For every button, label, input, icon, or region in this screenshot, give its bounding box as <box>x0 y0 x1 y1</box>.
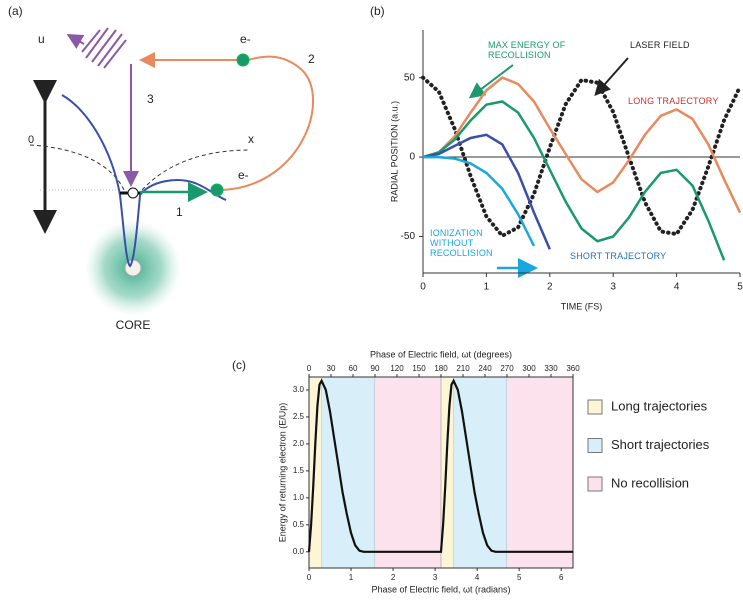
y-tick-label: 50 <box>404 72 416 83</box>
series-label: SHORT TRAJECTORY <box>570 251 667 261</box>
legend-label: Short trajectories <box>611 437 710 452</box>
y-tick-label: 3.0 <box>293 385 305 394</box>
region-band <box>507 377 573 568</box>
x-tick-label: 1 <box>484 282 490 293</box>
y-tick-label: 2.5 <box>293 412 305 421</box>
x-axis-label: TIME (FS) <box>561 301 603 311</box>
step-label: 1 <box>176 205 183 219</box>
axis-x: x <box>248 132 254 146</box>
x2-tick-label: 360 <box>566 364 580 373</box>
diagram: (a) u 0 x e- e- 1 2 3 CORE <box>8 4 315 332</box>
x2-tick-label: 300 <box>522 364 536 373</box>
electron-label: e- <box>238 168 249 182</box>
x2-tick-label: 30 <box>327 364 336 373</box>
panel-label: (b) <box>370 4 385 18</box>
legend-swatch <box>587 438 603 453</box>
electron <box>236 53 250 67</box>
x-tick-label: 6 <box>559 573 564 582</box>
energy-curve <box>307 378 573 553</box>
x-tick-label: 0 <box>420 282 426 293</box>
x2-tick-label: 240 <box>478 364 492 373</box>
x-tick-label: 0 <box>307 573 312 582</box>
axis-u: u <box>38 32 45 46</box>
x-tick-label: 2 <box>547 282 553 293</box>
trajectory-line <box>422 100 726 261</box>
x-tick-label: 4 <box>674 282 680 293</box>
region-band <box>375 377 441 568</box>
core-label: CORE <box>116 318 151 332</box>
legend-swatch <box>587 399 603 415</box>
y-tick-label: -50 <box>401 231 416 242</box>
series-label: LONG TRAJECTORY <box>628 96 719 106</box>
x2-tick-label: 90 <box>371 364 380 373</box>
trajectory-line <box>422 133 551 250</box>
coulomb-potential <box>29 144 251 191</box>
trajectory-line <box>422 76 742 214</box>
x2-tick-label: 330 <box>544 364 558 373</box>
origin-label: 0 <box>28 134 34 146</box>
annotation-arrow <box>468 64 514 99</box>
x-tick-label: 2 <box>391 573 396 582</box>
x2-tick-label: 210 <box>456 364 470 373</box>
x2-tick-label: 270 <box>500 364 514 373</box>
x-tick-label: 5 <box>737 282 743 293</box>
y-tick-label: 1.0 <box>293 493 305 502</box>
hole <box>127 187 139 199</box>
panel-label: (a) <box>8 4 23 18</box>
x-tick-label: 4 <box>475 573 480 582</box>
x2-tick-label: 0 <box>307 364 312 373</box>
x2-tick-label: 120 <box>390 364 404 373</box>
electron-path <box>216 55 314 191</box>
x2-tick-label: 180 <box>434 364 448 373</box>
y-tick-label: 0 <box>409 152 415 163</box>
panel-label: (c) <box>232 358 246 372</box>
x-tick-label: 3 <box>610 282 616 293</box>
x-axis-label: Phase of Electric field, ωt (radians) <box>371 584 510 594</box>
y-tick-label: 0.5 <box>293 520 305 529</box>
legend-label: No recollision <box>611 475 689 490</box>
series-label: IONIZATION WITHOUT RECOLLISION <box>430 228 493 258</box>
emitted-photon <box>66 27 127 69</box>
series-label: LASER FIELD <box>630 40 690 50</box>
series-label: MAX ENERGY OF RECOLLISION <box>488 40 566 60</box>
trajectory-line <box>423 155 536 247</box>
x2-tick-label: 150 <box>412 364 426 373</box>
y-tick-label: 0.0 <box>293 547 305 556</box>
y-tick-label: 2.0 <box>293 439 305 448</box>
y-axis-label: Energy of returning electron (E/Up) <box>277 403 287 543</box>
x-tick-label: 3 <box>433 573 438 582</box>
y-tick-label: 1.5 <box>293 466 305 475</box>
electron <box>210 183 224 197</box>
step-label: 2 <box>308 52 315 66</box>
legend-swatch <box>587 476 603 492</box>
x2-tick-label: 60 <box>349 364 358 373</box>
x-tick-label: 5 <box>517 573 522 582</box>
y-axis-label: RADIAL POSITION (a.u.) <box>389 101 399 202</box>
legend-label: Long trajectories <box>611 398 708 413</box>
electron-label: e- <box>240 32 251 46</box>
annotation-arrow <box>594 57 629 96</box>
x-tick-label: 1 <box>349 573 354 582</box>
x2-axis-label: Phase of Electric field, ωt (degrees) <box>370 349 512 359</box>
step-label: 3 <box>147 92 154 106</box>
trajectory-line <box>421 75 742 239</box>
